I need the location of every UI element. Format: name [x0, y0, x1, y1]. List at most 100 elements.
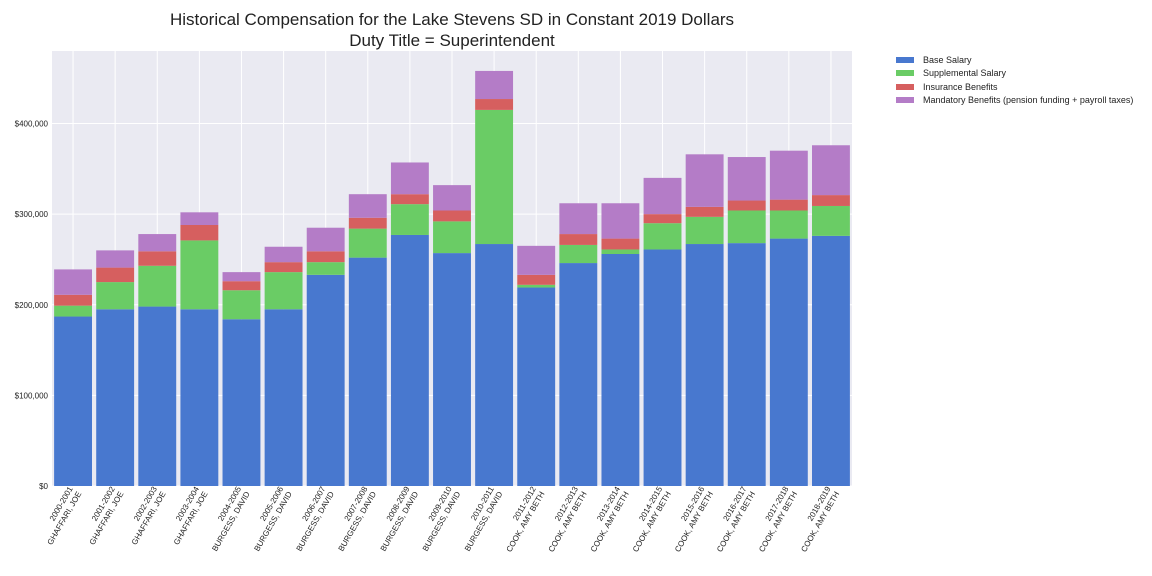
- legend-swatch: [896, 70, 914, 77]
- legend-swatch: [896, 56, 914, 63]
- bar-segment-insurance-benefits: [475, 99, 514, 110]
- bar-segment-supplemental-salary: [685, 216, 724, 245]
- bar-segment-supplemental-salary: [812, 205, 850, 236]
- y-tick-label: $400,000: [15, 120, 49, 129]
- bar-segment-supplemental-salary: [643, 223, 682, 250]
- bar-segment-supplemental-salary: [180, 240, 219, 310]
- y-axis-ticks: $0 $100,000 $200,000 $300,000 $400,000: [15, 120, 49, 492]
- bar-segment-base-salary: [812, 235, 850, 486]
- bar-segment-mandatory-benefits-pension-funding-payroll-taxes: [96, 250, 135, 268]
- bar-segment-supplemental-salary: [433, 221, 471, 254]
- bar-segment-insurance-benefits: [264, 262, 303, 273]
- bar-segment-insurance-benefits: [643, 214, 682, 224]
- bar-segment-base-salary: [180, 309, 219, 486]
- bar-segment-supplemental-salary: [264, 272, 303, 310]
- bar-segment-insurance-benefits: [559, 234, 598, 245]
- bar-segment-mandatory-benefits-pension-funding-payroll-taxes: [559, 203, 598, 235]
- bar-segment-base-salary: [264, 309, 303, 486]
- bar-segment-insurance-benefits: [685, 206, 724, 217]
- bar-segment-base-salary: [685, 244, 724, 486]
- bar-segment-insurance-benefits: [390, 194, 429, 205]
- y-tick-label: $200,000: [15, 301, 49, 310]
- bar-segment-base-salary: [559, 263, 598, 486]
- y-tick-label: $300,000: [15, 210, 49, 219]
- bar-segment-mandatory-benefits-pension-funding-payroll-taxes: [769, 150, 808, 200]
- y-tick-label: $0: [39, 482, 48, 491]
- bar-segment-mandatory-benefits-pension-funding-payroll-taxes: [348, 194, 387, 218]
- legend-swatch: [896, 97, 914, 104]
- bar-segment-mandatory-benefits-pension-funding-payroll-taxes: [433, 185, 471, 211]
- bar-segment-insurance-benefits: [812, 195, 850, 206]
- bar-segment-mandatory-benefits-pension-funding-payroll-taxes: [643, 177, 682, 215]
- bar-segment-mandatory-benefits-pension-funding-payroll-taxes: [517, 245, 556, 275]
- legend: Base Salary Supplemental Salary Insuranc…: [896, 53, 1133, 107]
- bar-segment-mandatory-benefits-pension-funding-payroll-taxes: [475, 70, 514, 100]
- bar-segment-mandatory-benefits-pension-funding-payroll-taxes: [390, 162, 429, 195]
- legend-label: Base Salary: [923, 54, 972, 65]
- legend-item-supplemental-salary: Supplemental Salary: [896, 67, 1133, 81]
- bar-segment-base-salary: [475, 244, 514, 486]
- bar-segment-insurance-benefits: [138, 251, 177, 266]
- bar-segment-insurance-benefits: [96, 267, 135, 283]
- legend-item-base-salary: Base Salary: [896, 53, 1133, 67]
- bar-segment-supplemental-salary: [559, 244, 598, 264]
- bar-segment-insurance-benefits: [180, 225, 219, 241]
- bar-segment-insurance-benefits: [348, 217, 387, 229]
- bar-segment-insurance-benefits: [222, 281, 261, 291]
- legend-item-insurance-benefits: Insurance Benefits: [896, 80, 1133, 94]
- bar-segment-mandatory-benefits-pension-funding-payroll-taxes: [180, 212, 219, 225]
- legend-swatch: [896, 83, 914, 90]
- bar-segment-supplemental-salary: [54, 305, 92, 317]
- bar-segment-base-salary: [54, 316, 92, 486]
- bar-segment-supplemental-salary: [475, 109, 514, 245]
- bar-segment-supplemental-salary: [769, 210, 808, 239]
- bar-segment-base-salary: [601, 254, 640, 486]
- bar-segment-base-salary: [433, 253, 471, 486]
- bar-segment-insurance-benefits: [769, 199, 808, 211]
- bar-segment-base-salary: [643, 249, 682, 486]
- bar-segment-base-salary: [769, 238, 808, 486]
- bar-segment-base-salary: [517, 287, 556, 486]
- bar-segment-mandatory-benefits-pension-funding-payroll-taxes: [138, 234, 177, 252]
- bar-segment-supplemental-salary: [517, 284, 556, 288]
- chart-title-line-2: Duty Title = Superintendent: [349, 31, 555, 50]
- bar-segment-insurance-benefits: [517, 274, 556, 285]
- bar-segment-mandatory-benefits-pension-funding-payroll-taxes: [727, 157, 766, 201]
- legend-item-mandatory-benefits: Mandatory Benefits (pension funding + pa…: [896, 94, 1133, 108]
- chart-title-line-1: Historical Compensation for the Lake Ste…: [170, 10, 734, 29]
- bar-segment-supplemental-salary: [222, 290, 261, 320]
- bar-segment-insurance-benefits: [433, 210, 471, 222]
- bars: [54, 70, 850, 486]
- bar-segment-insurance-benefits: [601, 238, 640, 250]
- bar-segment-insurance-benefits: [306, 251, 345, 263]
- bar-segment-supplemental-salary: [390, 204, 429, 235]
- bar-segment-mandatory-benefits-pension-funding-payroll-taxes: [601, 203, 640, 239]
- legend-label: Mandatory Benefits (pension funding + pa…: [923, 95, 1134, 106]
- bar-segment-mandatory-benefits-pension-funding-payroll-taxes: [812, 145, 850, 196]
- bar-segment-supplemental-salary: [601, 249, 640, 254]
- bar-segment-insurance-benefits: [727, 200, 766, 211]
- bar-segment-supplemental-salary: [348, 228, 387, 258]
- bar-segment-supplemental-salary: [96, 282, 135, 310]
- bar-segment-supplemental-salary: [727, 210, 766, 244]
- bar-segment-supplemental-salary: [306, 262, 345, 275]
- bar-segment-mandatory-benefits-pension-funding-payroll-taxes: [685, 154, 724, 207]
- bar-segment-base-salary: [96, 309, 135, 486]
- bar-segment-mandatory-benefits-pension-funding-payroll-taxes: [222, 272, 261, 282]
- bar-segment-base-salary: [222, 319, 261, 486]
- bar-segment-insurance-benefits: [54, 294, 92, 306]
- bar-segment-base-salary: [390, 234, 429, 486]
- bar-segment-base-salary: [306, 274, 345, 486]
- bar-segment-mandatory-benefits-pension-funding-payroll-taxes: [264, 246, 303, 263]
- legend-label: Supplemental Salary: [923, 68, 1007, 79]
- bar-segment-base-salary: [138, 306, 177, 486]
- y-tick-label: $100,000: [15, 391, 49, 400]
- bar-segment-mandatory-benefits-pension-funding-payroll-taxes: [306, 227, 345, 252]
- bar-segment-mandatory-benefits-pension-funding-payroll-taxes: [54, 269, 92, 295]
